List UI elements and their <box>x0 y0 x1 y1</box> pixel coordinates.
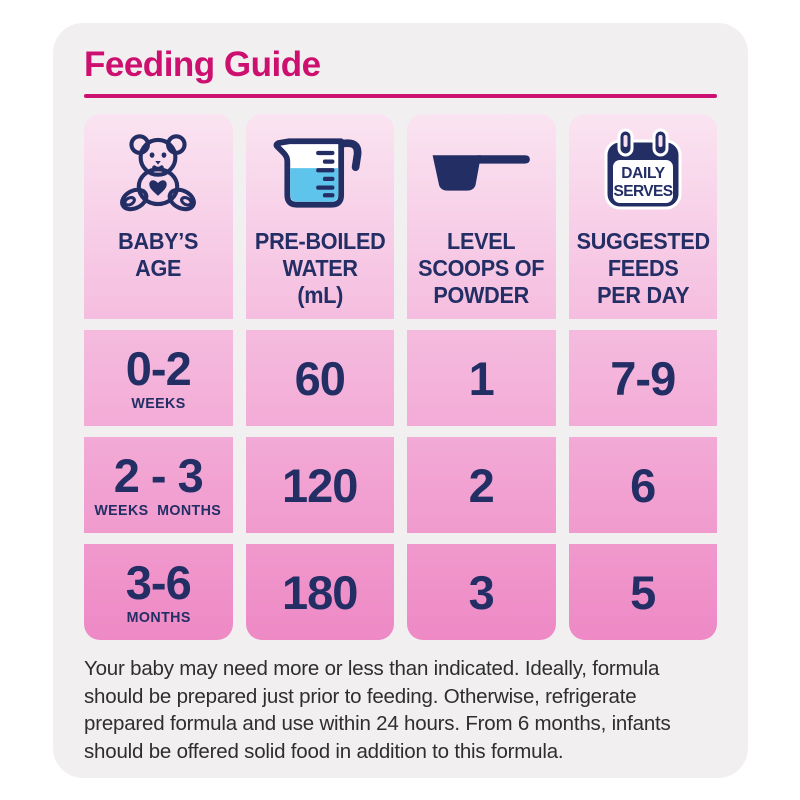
calendar-text-serves: SERVES <box>613 183 672 200</box>
footnote-line: Your baby may need more or less than ind… <box>84 657 660 680</box>
feeds-value: 5 <box>630 565 656 619</box>
column-feeds: DAILY SERVES SUGGESTED FEEDS PER DAY 7-9… <box>568 114 718 640</box>
footnote-line: should be offered solid food in addition… <box>84 739 564 763</box>
water-cell-row1: 60 <box>246 330 395 426</box>
scoops-value: 1 <box>468 351 495 405</box>
column-label-scoops: LEVEL SCOOPS OF POWDER <box>418 228 545 309</box>
feeding-guide-card: Feeding Guide <box>53 23 748 778</box>
feeds-value: 7-9 <box>610 351 676 405</box>
age-cell-row3: 3-6 MONTHS <box>84 544 233 640</box>
scoops-cell-row2: 2 <box>407 437 556 533</box>
header-babys-age: BABY’S AGE <box>84 114 233 319</box>
water-value: 120 <box>282 458 358 512</box>
feeds-cell-row2: 6 <box>569 437 718 533</box>
feeding-table: BABY’S AGE 0-2 WEEKS 2 - 3 WEEKS MONTHS … <box>84 114 717 640</box>
age-range: 2 - 3 <box>113 448 204 502</box>
teddy-bear-icon <box>112 122 204 222</box>
age-range: 3-6 <box>125 555 192 609</box>
column-label-babys-age: BABY’S AGE <box>118 228 199 282</box>
age-unit: WEEKS MONTHS <box>94 501 222 519</box>
water-cell-row2: 120 <box>246 437 395 533</box>
water-value: 180 <box>282 565 358 619</box>
scoops-cell-row3: 3 <box>407 544 556 640</box>
age-range: 0-2 <box>125 341 192 395</box>
feeds-cell-row3: 5 <box>569 544 718 640</box>
title-underline <box>84 94 717 98</box>
water-cell-row3: 180 <box>246 544 395 640</box>
measuring-jug-icon <box>270 122 370 222</box>
header-scoops: LEVEL SCOOPS OF POWDER <box>407 114 556 319</box>
calendar-text-daily: DAILY <box>621 165 666 182</box>
footnote: Your baby may need more or less than ind… <box>84 655 717 765</box>
water-value: 60 <box>294 351 346 405</box>
feeds-cell-row1: 7-9 <box>569 330 718 426</box>
calendar-icon: DAILY SERVES <box>597 122 689 222</box>
scoops-value: 2 <box>468 458 495 512</box>
scoops-value: 3 <box>468 565 495 619</box>
header-feeds: DAILY SERVES SUGGESTED FEEDS PER DAY <box>569 114 718 319</box>
age-cell-row1: 0-2 WEEKS <box>84 330 233 426</box>
footnote-line: prepared formula and use within 24 hours… <box>84 712 671 735</box>
feeds-value: 6 <box>630 458 656 512</box>
age-unit: MONTHS <box>126 608 191 626</box>
page-title: Feeding Guide <box>84 45 321 84</box>
column-babys-age: BABY’S AGE 0-2 WEEKS 2 - 3 WEEKS MONTHS … <box>84 114 233 640</box>
column-scoops: LEVEL SCOOPS OF POWDER 1 2 3 <box>407 114 556 640</box>
column-label-feeds: SUGGESTED FEEDS PER DAY <box>576 228 710 309</box>
column-water: PRE-BOILED WATER (mL) 60 120 180 <box>245 114 395 640</box>
header-water: PRE-BOILED WATER (mL) <box>246 114 395 319</box>
age-cell-row2: 2 - 3 WEEKS MONTHS <box>84 437 233 533</box>
footnote-line: should be prepared just prior to feeding… <box>84 684 637 708</box>
scoops-cell-row1: 1 <box>407 330 556 426</box>
column-label-water: PRE-BOILED WATER (mL) <box>254 228 386 309</box>
age-unit: WEEKS <box>131 394 186 412</box>
scoop-icon <box>425 122 537 222</box>
